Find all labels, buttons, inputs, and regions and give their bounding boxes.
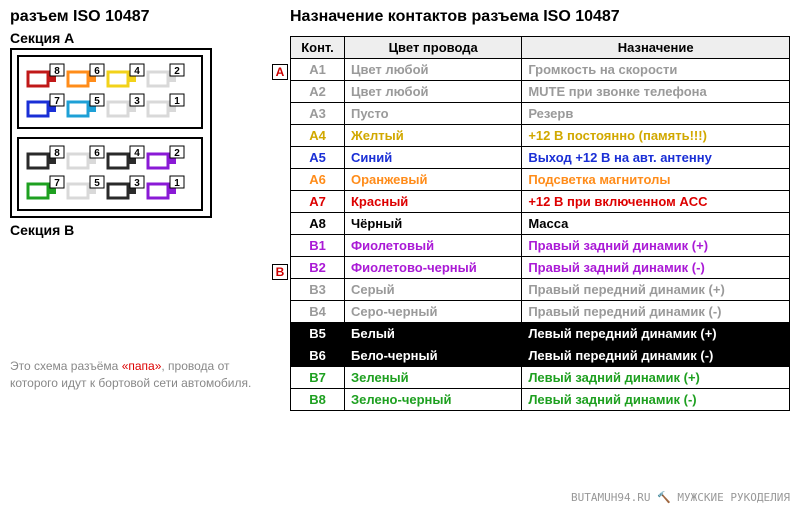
cell-func: Выход +12 В на авт. антенну	[522, 147, 790, 169]
table-row: A8ЧёрныйМасса	[291, 213, 790, 235]
svg-text:2: 2	[174, 148, 180, 159]
svg-text:6: 6	[94, 148, 100, 159]
svg-text:1: 1	[174, 178, 180, 189]
connector-diagram: 8 6 4 2 7 5 3 1 8 6 4 2 7 5 3 1	[10, 48, 220, 218]
cell-pin: A3	[291, 103, 345, 125]
cell-func: Резерв	[522, 103, 790, 125]
cell-color: Фиолетовый	[345, 235, 522, 257]
cell-func: Левый задний динамик (-)	[522, 389, 790, 411]
svg-text:2: 2	[174, 66, 180, 77]
table-row: A1Цвет любойГромкость на скорости	[291, 59, 790, 81]
title-table: Назначение контактов разъема ISO 10487	[290, 8, 790, 26]
svg-text:1: 1	[174, 96, 180, 107]
section-b-tag: B	[272, 264, 288, 280]
table-row: A6ОранжевыйПодсветка магнитолы	[291, 169, 790, 191]
cell-pin: A1	[291, 59, 345, 81]
table-row: B8Зелено-черныйЛевый задний динамик (-)	[291, 389, 790, 411]
cell-color: Цвет любой	[345, 81, 522, 103]
table-row: B7ЗеленыйЛевый задний динамик (+)	[291, 367, 790, 389]
cell-pin: B2	[291, 257, 345, 279]
table-row: B2Фиолетово-черныйПравый задний динамик …	[291, 257, 790, 279]
cell-func: Масса	[522, 213, 790, 235]
svg-text:5: 5	[94, 178, 100, 189]
cell-color: Бело-черный	[345, 345, 522, 367]
cell-color: Чёрный	[345, 213, 522, 235]
cell-func: Подсветка магнитолы	[522, 169, 790, 191]
table-row: B1ФиолетовыйПравый задний динамик (+)	[291, 235, 790, 257]
cell-pin: A4	[291, 125, 345, 147]
cell-pin: B5	[291, 323, 345, 345]
cell-color: Зеленый	[345, 367, 522, 389]
svg-text:7: 7	[54, 96, 60, 107]
cell-color: Фиолетово-черный	[345, 257, 522, 279]
title-connector: разъем ISO 10487	[10, 8, 280, 26]
table-row: B6Бело-черныйЛевый передний динамик (-)	[291, 345, 790, 367]
th-func: Назначение	[522, 37, 790, 59]
cell-color: Цвет любой	[345, 59, 522, 81]
table-row: B3СерыйПравый передний динамик (+)	[291, 279, 790, 301]
cell-func: Левый задний динамик (+)	[522, 367, 790, 389]
pinout-table: Конт. Цвет провода Назначение A1Цвет люб…	[290, 36, 790, 411]
cell-pin: B7	[291, 367, 345, 389]
cell-func: +12 В при включенном ACC	[522, 191, 790, 213]
left-panel: разъем ISO 10487 Секция A 8 6 4 2 7 5 3 1 8 6 4 2 7…	[10, 8, 280, 392]
svg-text:8: 8	[54, 148, 60, 159]
cell-color: Серый	[345, 279, 522, 301]
svg-text:3: 3	[134, 96, 140, 107]
cell-func: Правый передний динамик (+)	[522, 279, 790, 301]
th-pin: Конт.	[291, 37, 345, 59]
cell-pin: B1	[291, 235, 345, 257]
cell-func: Левый передний динамик (+)	[522, 323, 790, 345]
cell-color: Белый	[345, 323, 522, 345]
cell-func: Левый передний динамик (-)	[522, 345, 790, 367]
cell-func: Правый передний динамик (-)	[522, 301, 790, 323]
svg-text:6: 6	[94, 66, 100, 77]
cell-func: Правый задний динамик (+)	[522, 235, 790, 257]
svg-text:7: 7	[54, 178, 60, 189]
cell-color: Оранжевый	[345, 169, 522, 191]
cell-pin: B6	[291, 345, 345, 367]
cell-color: Желтый	[345, 125, 522, 147]
th-color: Цвет провода	[345, 37, 522, 59]
cell-color: Серо-черный	[345, 301, 522, 323]
table-row: B4Серо-черныйПравый передний динамик (-)	[291, 301, 790, 323]
right-panel: Назначение контактов разъема ISO 10487 A…	[290, 8, 790, 411]
footnote: Это схема разъёма «папа», провода от кот…	[10, 358, 280, 392]
watermark: BUTAMUH94.RU 🔨 МУЖСКИЕ РУКОДЕЛИЯ	[571, 491, 790, 504]
svg-text:4: 4	[134, 148, 140, 159]
cell-color: Красный	[345, 191, 522, 213]
cell-func: MUTE при звонке телефона	[522, 81, 790, 103]
cell-pin: B3	[291, 279, 345, 301]
table-row: A5СинийВыход +12 В на авт. антенну	[291, 147, 790, 169]
table-row: A3ПустоРезерв	[291, 103, 790, 125]
cell-color: Пусто	[345, 103, 522, 125]
section-b-label: Секция B	[10, 222, 280, 238]
section-a-tag: A	[272, 64, 288, 80]
section-a-label: Секция A	[10, 30, 280, 46]
table-row: B5БелыйЛевый передний динамик (+)	[291, 323, 790, 345]
table-row: A2Цвет любойMUTE при звонке телефона	[291, 81, 790, 103]
svg-text:4: 4	[134, 66, 140, 77]
cell-pin: A5	[291, 147, 345, 169]
svg-text:5: 5	[94, 96, 100, 107]
cell-pin: A7	[291, 191, 345, 213]
cell-pin: A8	[291, 213, 345, 235]
svg-text:8: 8	[54, 66, 60, 77]
cell-func: +12 В постоянно (память!!!)	[522, 125, 790, 147]
cell-color: Зелено-черный	[345, 389, 522, 411]
table-row: A4Желтый+12 В постоянно (память!!!)	[291, 125, 790, 147]
table-row: A7Красный+12 В при включенном ACC	[291, 191, 790, 213]
cell-func: Правый задний динамик (-)	[522, 257, 790, 279]
cell-pin: B4	[291, 301, 345, 323]
svg-text:3: 3	[134, 178, 140, 189]
cell-pin: B8	[291, 389, 345, 411]
cell-func: Громкость на скорости	[522, 59, 790, 81]
cell-pin: A2	[291, 81, 345, 103]
cell-color: Синий	[345, 147, 522, 169]
cell-pin: A6	[291, 169, 345, 191]
